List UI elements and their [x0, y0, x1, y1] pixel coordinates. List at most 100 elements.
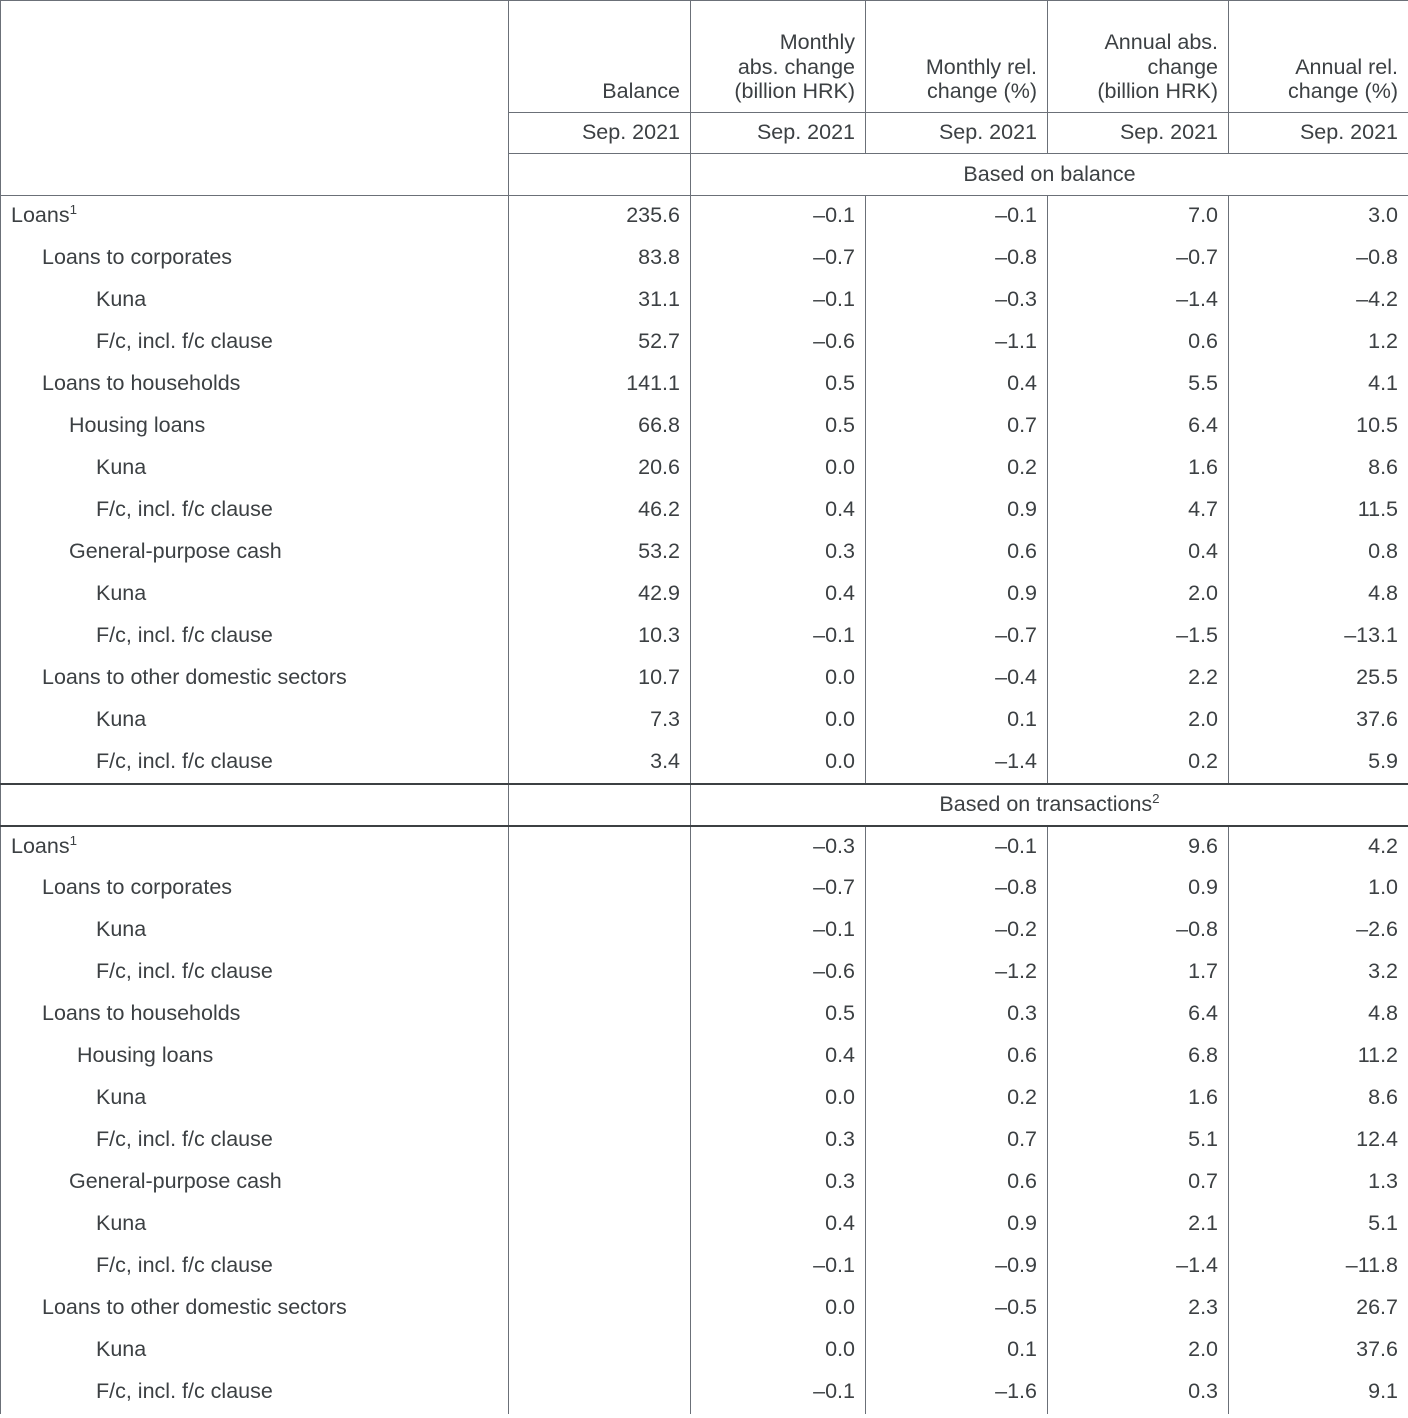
cell-monthly-rel-change: 0.2 [865, 1077, 1048, 1120]
cell-monthly-rel-change: –0.5 [865, 1287, 1048, 1330]
cell-monthly-abs-change: 0.0 [690, 1329, 866, 1372]
cell-monthly-rel-change: 0.6 [865, 1035, 1048, 1078]
cell-monthly-abs-change: 0.4 [690, 573, 866, 616]
cell-monthly-abs-change: 0.4 [690, 1035, 866, 1078]
cell-balance [508, 1371, 691, 1414]
cell-monthly-abs-change: –0.6 [690, 951, 866, 994]
section-divider-balance-spacer [508, 782, 691, 827]
column-header-monthly-rel-change: Monthly rel. change (%) [865, 0, 1048, 113]
cell-balance [508, 1161, 691, 1204]
cell-balance: 141.1 [508, 363, 691, 406]
table-row: General-purpose cash 53.2 0.3 0.6 0.4 0.8 [0, 531, 1408, 574]
cell-annual-rel-change: 1.2 [1228, 321, 1408, 364]
cell-annual-abs-change: 0.2 [1047, 741, 1229, 784]
table-row: F/c, incl. f/c clause 0.3 0.7 5.1 12.4 [0, 1119, 1408, 1162]
cell-annual-abs-change: 0.6 [1047, 321, 1229, 364]
cell-annual-rel-change: 11.2 [1228, 1035, 1408, 1078]
table-row: Kuna 0.0 0.1 2.0 37.6 [0, 1329, 1408, 1372]
cell-monthly-abs-change: 0.0 [690, 447, 866, 490]
column-header-annual-abs-change-line-1: change [1147, 54, 1218, 79]
row-label: F/c, incl. f/c clause [0, 321, 509, 364]
table-row: Loans1 –0.3 –0.1 9.6 4.2 [0, 825, 1408, 868]
table-row: Loans to corporates 83.8 –0.7 –0.8 –0.7 –0.8 [0, 237, 1408, 280]
column-header-balance: Balance [508, 0, 691, 113]
cell-annual-rel-change: 10.5 [1228, 405, 1408, 448]
cell-annual-abs-change: 1.6 [1047, 1077, 1229, 1120]
cell-monthly-rel-change: 0.7 [865, 1119, 1048, 1162]
section-divider-label: Based on transactions2 [690, 782, 1408, 827]
cell-monthly-rel-change: 0.9 [865, 489, 1048, 532]
cell-monthly-abs-change: –0.1 [690, 909, 866, 952]
table-row: Housing loans 66.8 0.5 0.7 6.4 10.5 [0, 405, 1408, 448]
cell-annual-rel-change: 4.8 [1228, 573, 1408, 616]
cell-monthly-rel-change: –0.2 [865, 909, 1048, 952]
cell-balance: 10.7 [508, 657, 691, 700]
row-label: Kuna [0, 909, 509, 952]
cell-monthly-rel-change: –0.8 [865, 237, 1048, 280]
row-label: F/c, incl. f/c clause [0, 1245, 509, 1288]
footnote-marker: 1 [69, 832, 78, 848]
cell-annual-abs-change: 5.5 [1047, 363, 1229, 406]
cell-monthly-abs-change: –0.1 [690, 1245, 866, 1288]
cell-annual-rel-change: 5.9 [1228, 741, 1408, 784]
cell-balance: 20.6 [508, 447, 691, 490]
footnote-marker: 2 [1152, 790, 1160, 806]
cell-annual-abs-change: 2.3 [1047, 1287, 1229, 1330]
cell-annual-rel-change: 4.8 [1228, 993, 1408, 1036]
row-label: Kuna [0, 279, 509, 322]
row-label: Loans to corporates [0, 867, 509, 910]
column-header-annual-abs-change-line-0: Annual abs. [1104, 29, 1218, 54]
cell-annual-abs-change: 6.4 [1047, 993, 1229, 1036]
cell-monthly-abs-change: –0.7 [690, 237, 866, 280]
column-header-monthly-abs-change: Monthly abs. change (billion HRK) [690, 0, 866, 113]
cell-annual-rel-change: –0.8 [1228, 237, 1408, 280]
row-label: Loans1 [0, 195, 509, 238]
cell-monthly-abs-change: –0.1 [690, 279, 866, 322]
table-header: Balance Monthly abs. change (billion HRK) … [0, 0, 1408, 196]
cell-annual-rel-change: –13.1 [1228, 615, 1408, 658]
cell-balance [508, 1119, 691, 1162]
row-label: General-purpose cash [0, 1161, 509, 1204]
cell-balance [508, 993, 691, 1036]
table-row: Kuna 42.9 0.4 0.9 2.0 4.8 [0, 573, 1408, 616]
cell-monthly-rel-change: 0.4 [865, 363, 1048, 406]
header-corner-cell [0, 0, 509, 196]
cell-annual-abs-change: 6.4 [1047, 405, 1229, 448]
period-monthly-rel-change: Sep. 2021 [865, 112, 1048, 154]
table-row: F/c, incl. f/c clause 3.4 0.0 –1.4 0.2 5.9 [0, 741, 1408, 784]
cell-annual-rel-change: 25.5 [1228, 657, 1408, 700]
column-header-monthly-rel-change-line-1: change (%) [927, 79, 1037, 104]
header-basis-row: Based on balance [1, 153, 1408, 196]
basis-label-based-on-balance: Based on balance [690, 153, 1408, 196]
cell-monthly-rel-change: 0.7 [865, 405, 1048, 448]
row-label: Kuna [0, 1329, 509, 1372]
cell-annual-rel-change: –11.8 [1228, 1245, 1408, 1288]
table-row: Loans to other domestic sectors 0.0 –0.5 2.… [0, 1287, 1408, 1330]
cell-balance [508, 1245, 691, 1288]
cell-monthly-rel-change: –0.9 [865, 1245, 1048, 1288]
table-row: F/c, incl. f/c clause –0.1 –1.6 0.3 9.1 [0, 1371, 1408, 1414]
cell-annual-rel-change: 37.6 [1228, 1329, 1408, 1372]
row-label: F/c, incl. f/c clause [0, 489, 509, 532]
column-header-monthly-rel-change-line-0: Monthly rel. [925, 54, 1037, 79]
cell-monthly-abs-change: 0.0 [690, 699, 866, 742]
cell-monthly-rel-change: 0.9 [865, 1203, 1048, 1246]
cell-annual-abs-change: 1.7 [1047, 951, 1229, 994]
cell-annual-abs-change: 2.2 [1047, 657, 1229, 700]
table-row: Housing loans 0.4 0.6 6.8 11.2 [0, 1035, 1408, 1078]
cell-balance [508, 1077, 691, 1120]
cell-annual-rel-change: –4.2 [1228, 279, 1408, 322]
cell-monthly-abs-change: 0.4 [690, 1203, 866, 1246]
cell-balance: 52.7 [508, 321, 691, 364]
cell-monthly-abs-change: 0.5 [690, 993, 866, 1036]
table-row: F/c, incl. f/c clause 46.2 0.4 0.9 4.7 11.5 [0, 489, 1408, 532]
cell-monthly-rel-change: –1.6 [865, 1371, 1048, 1414]
table-row: Loans to other domestic sectors 10.7 0.0 –0… [0, 657, 1408, 700]
cell-balance [508, 1287, 691, 1330]
row-label: Housing loans [0, 405, 509, 448]
row-label: Kuna [0, 1203, 509, 1246]
cell-annual-rel-change: –2.6 [1228, 909, 1408, 952]
cell-monthly-abs-change: –0.6 [690, 321, 866, 364]
cell-monthly-abs-change: 0.4 [690, 489, 866, 532]
